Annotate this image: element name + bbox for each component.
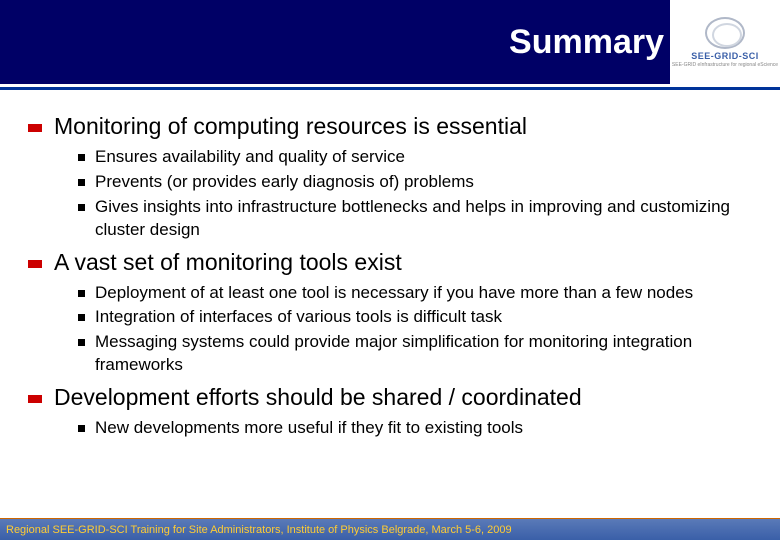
red-bullet-icon: [28, 260, 42, 268]
slide: Summary SEE-GRID-SCI SEE-GRID eInfrastru…: [0, 0, 780, 540]
logo-swirl-icon: [705, 17, 745, 49]
square-bullet-icon: [78, 154, 85, 161]
square-bullet-icon: [78, 339, 85, 346]
bullet-sub-text: New developments more useful if they fit…: [95, 417, 523, 440]
bullet-sub: Gives insights into infrastructure bottl…: [78, 196, 752, 242]
bullet-sub-text: Messaging systems could provide major si…: [95, 331, 752, 377]
logo-subtext: SEE-GRID eInfrastructure for regional eS…: [672, 62, 778, 68]
square-bullet-icon: [78, 204, 85, 211]
square-bullet-icon: [78, 290, 85, 297]
bullet-sub: Messaging systems could provide major si…: [78, 331, 752, 377]
bullet-sub-text: Ensures availability and quality of serv…: [95, 146, 405, 169]
bullet-main: Monitoring of computing resources is ess…: [28, 112, 752, 142]
bullet-sub: Ensures availability and quality of serv…: [78, 146, 752, 169]
slide-content: Monitoring of computing resources is ess…: [0, 90, 780, 518]
sub-list: Deployment of at least one tool is neces…: [78, 282, 752, 378]
square-bullet-icon: [78, 425, 85, 432]
bullet-sub: Integration of interfaces of various too…: [78, 306, 752, 329]
square-bullet-icon: [78, 179, 85, 186]
logo-text: SEE-GRID-SCI: [691, 51, 759, 61]
logo-box: SEE-GRID-SCI SEE-GRID eInfrastructure fo…: [670, 0, 780, 84]
bullet-main: A vast set of monitoring tools exist: [28, 248, 752, 278]
bullet-main-text: A vast set of monitoring tools exist: [54, 248, 402, 278]
bullet-sub-text: Gives insights into infrastructure bottl…: [95, 196, 752, 242]
slide-title: Summary: [509, 23, 664, 62]
bullet-sub-text: Prevents (or provides early diagnosis of…: [95, 171, 474, 194]
sub-list: New developments more useful if they fit…: [78, 417, 752, 440]
sub-list: Ensures availability and quality of serv…: [78, 146, 752, 242]
bullet-sub: New developments more useful if they fit…: [78, 417, 752, 440]
bullet-main-text: Monitoring of computing resources is ess…: [54, 112, 527, 142]
slide-footer: Regional SEE-GRID-SCI Training for Site …: [0, 518, 780, 540]
bullet-main: Development efforts should be shared / c…: [28, 383, 752, 413]
red-bullet-icon: [28, 124, 42, 132]
square-bullet-icon: [78, 314, 85, 321]
slide-header: Summary SEE-GRID-SCI SEE-GRID eInfrastru…: [0, 0, 780, 84]
footer-text: Regional SEE-GRID-SCI Training for Site …: [6, 524, 512, 536]
bullet-main-text: Development efforts should be shared / c…: [54, 383, 582, 413]
bullet-sub-text: Integration of interfaces of various too…: [95, 306, 502, 329]
bullet-sub: Prevents (or provides early diagnosis of…: [78, 171, 752, 194]
bullet-sub: Deployment of at least one tool is neces…: [78, 282, 752, 305]
bullet-sub-text: Deployment of at least one tool is neces…: [95, 282, 693, 305]
red-bullet-icon: [28, 395, 42, 403]
